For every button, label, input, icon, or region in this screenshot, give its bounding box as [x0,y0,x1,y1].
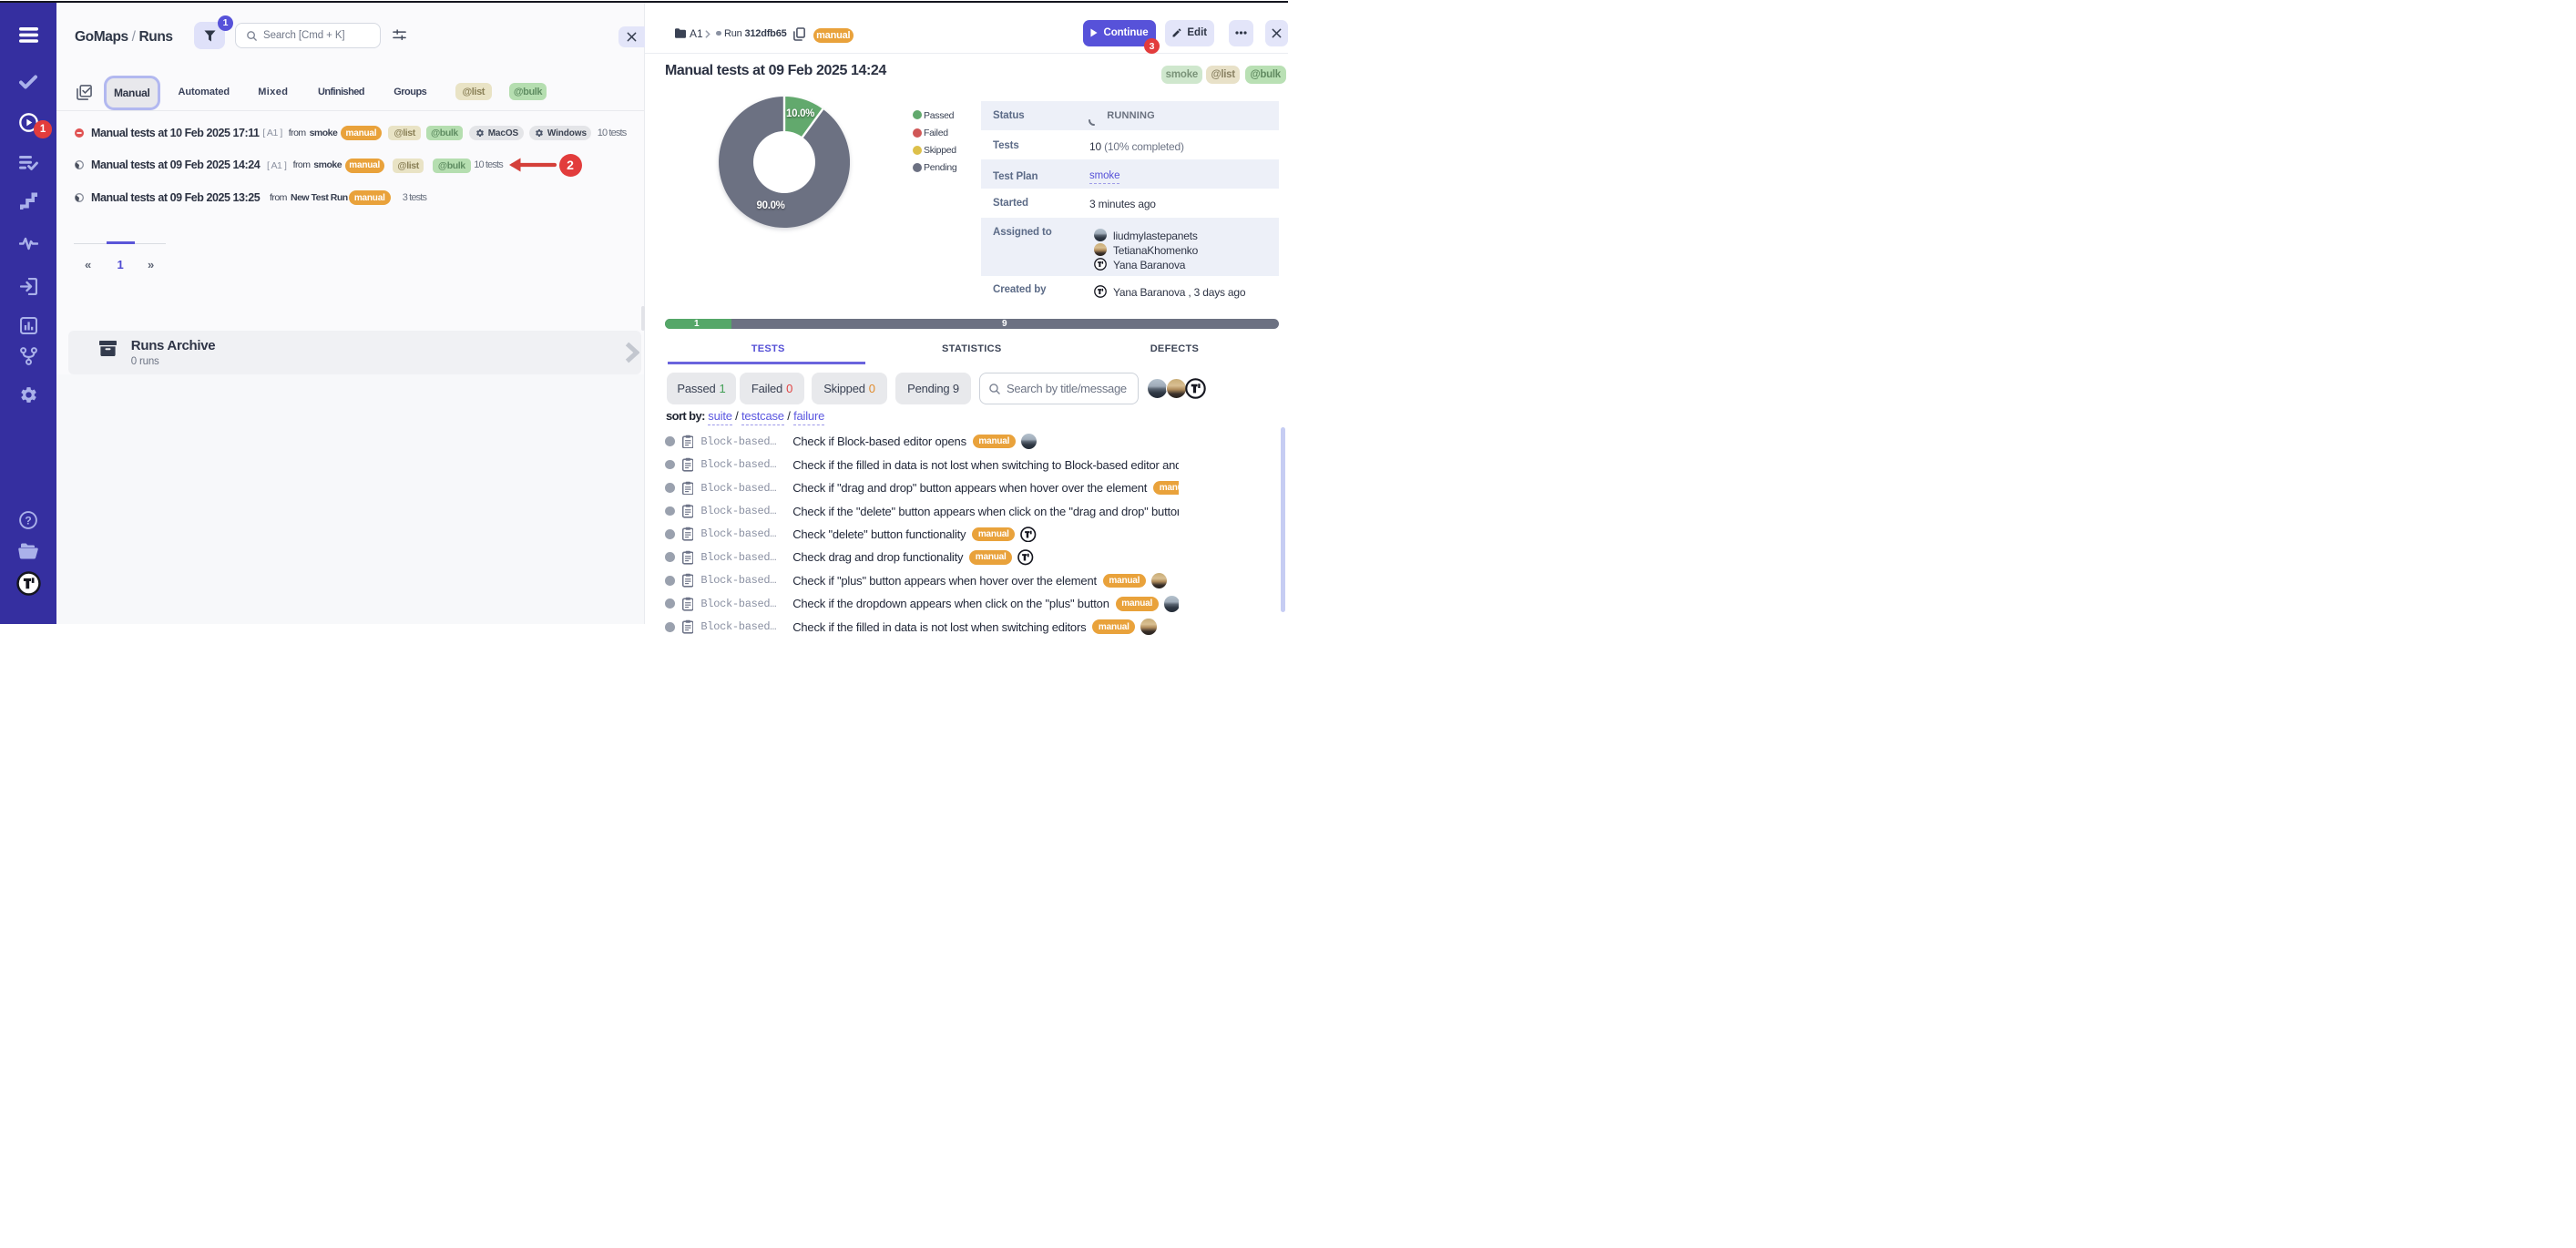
svg-text:?: ? [25,514,31,527]
